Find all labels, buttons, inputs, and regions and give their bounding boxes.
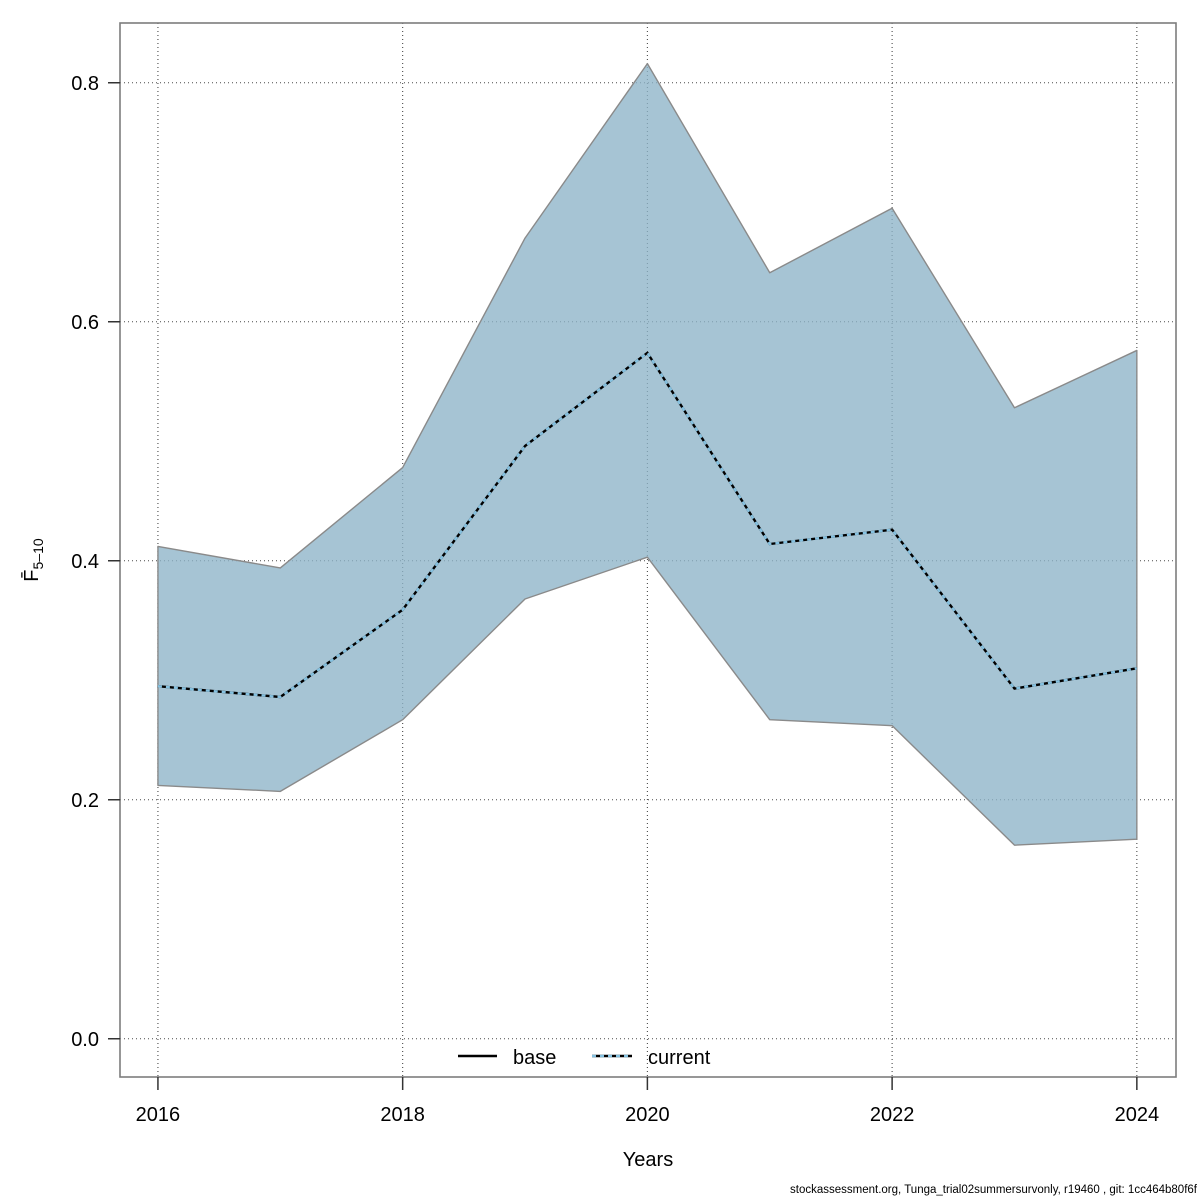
y-axis-title-subscript: 5–10: [30, 538, 46, 569]
x-tick-label: 2016: [136, 1104, 181, 1126]
x-tick-label: 2020: [625, 1104, 670, 1126]
x-tick-label: 2018: [380, 1104, 425, 1126]
axis-tick-labels-layer: 2016 2018 2020 2022 2024 0.0 0.2 0.4 0.6 0.8: [71, 73, 1159, 1126]
confidence-band: [157, 62, 1138, 846]
y-axis-title: F̄5–10: [20, 538, 46, 582]
median-line-current: [157, 351, 1138, 699]
y-tick-label: 0.0: [71, 1029, 99, 1051]
y-tick-label: 0.4: [71, 551, 99, 573]
legend: base current: [458, 1047, 711, 1069]
x-tick-label: 2022: [870, 1104, 915, 1126]
median-line-layer: [157, 351, 1138, 699]
y-tick-label: 0.2: [71, 790, 99, 812]
axis-ticks-layer: [108, 82, 1138, 1090]
y-tick-label: 0.6: [71, 312, 99, 334]
y-tick-label: 0.8: [71, 73, 99, 95]
legend-base-label: base: [513, 1047, 556, 1069]
confidence-band-layer: [157, 62, 1138, 846]
legend-current-label: current: [648, 1047, 711, 1069]
x-axis-title: Years: [623, 1149, 673, 1171]
x-tick-label: 2024: [1115, 1104, 1160, 1126]
footer-citation: stockassessment.org, Tunga_trial02summer…: [790, 1184, 1198, 1196]
y-axis-title-main: F̄: [20, 569, 43, 581]
